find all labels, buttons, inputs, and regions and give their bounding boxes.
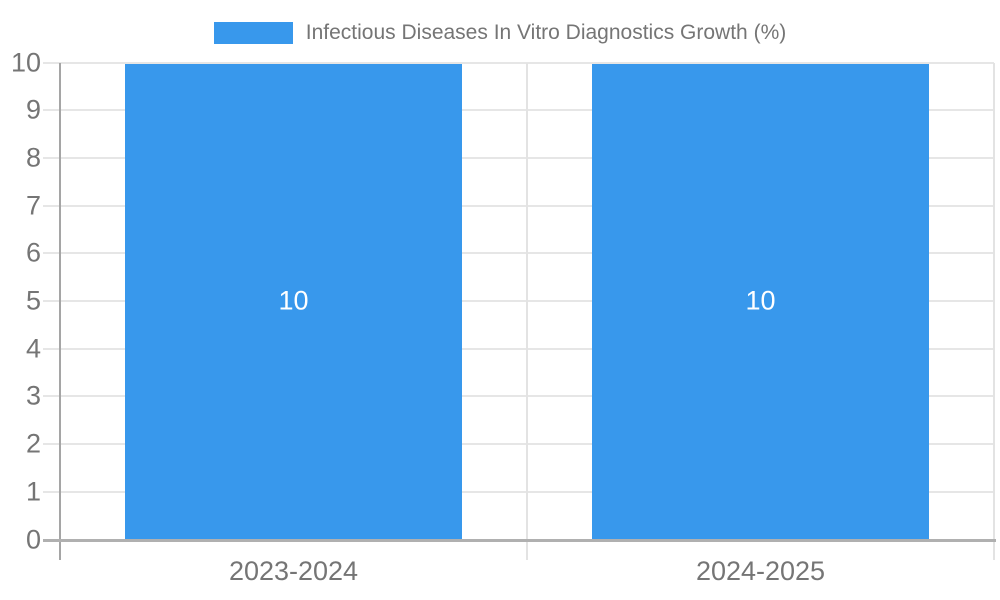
bar[interactable] (125, 63, 462, 540)
x-axis-line (43, 538, 996, 542)
y-tick-label: 0 (25, 524, 41, 554)
y-tick-mark (43, 252, 60, 255)
y-tick-label: 6 (25, 237, 41, 268)
y-tick-label: 7 (25, 190, 41, 221)
category-separator-gridline (993, 62, 995, 540)
y-tick-mark (43, 443, 60, 446)
y-tick-mark (43, 156, 60, 159)
y-tick-label: 9 (25, 94, 41, 125)
bar-value-label: 10 (745, 285, 776, 316)
x-category-label: 2024-2025 (695, 555, 826, 586)
bar[interactable] (592, 63, 929, 540)
y-tick-label: 1 (25, 476, 41, 507)
y-tick-label: 2 (25, 428, 41, 459)
x-tick-mark (993, 539, 995, 560)
legend-swatch (213, 22, 293, 44)
x-tick-mark (526, 539, 528, 560)
y-axis-line (59, 62, 61, 560)
y-tick-mark (43, 490, 60, 493)
y-tick-label: 3 (25, 380, 41, 411)
y-tick-mark (43, 395, 60, 398)
chart-legend[interactable]: Infectious Diseases In Vitro Diagnostics… (0, 20, 1000, 46)
legend-label: Infectious Diseases In Vitro Diagnostics… (305, 21, 787, 44)
y-tick-mark (43, 300, 60, 302)
y-tick-mark (43, 204, 60, 207)
y-tick-mark (43, 61, 60, 64)
y-tick-label: 10 (10, 47, 41, 77)
x-category-label: 2023-2024 (228, 555, 359, 586)
y-tick-label: 4 (25, 333, 41, 364)
bar-value-label: 10 (278, 285, 309, 316)
y-tick-label: 5 (25, 285, 41, 316)
y-tick-mark (43, 109, 60, 112)
y-tick-mark (43, 347, 60, 350)
y-tick-label: 8 (25, 142, 41, 173)
category-separator-gridline (526, 62, 528, 540)
